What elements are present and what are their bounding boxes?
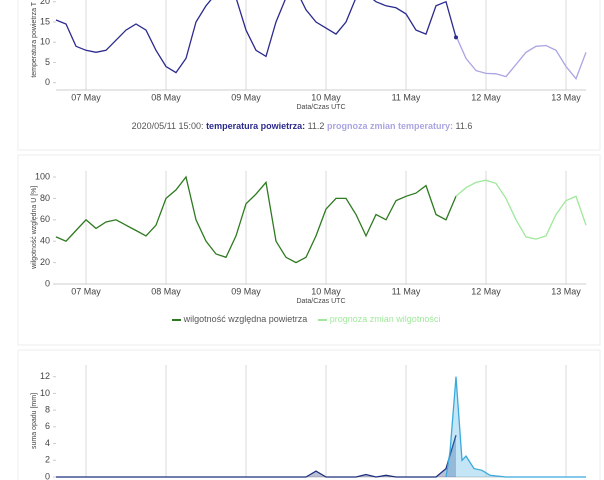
line — [55, 175, 457, 264]
y-tick-label: 60 — [40, 214, 50, 224]
x-tick-label: 12 May — [471, 92, 501, 102]
x-tick-label: 08 May — [151, 92, 181, 102]
y-tick-label: 20 — [40, 0, 50, 6]
legend: wilgotność względna powietrza prognoza z… — [0, 314, 604, 324]
line — [445, 376, 586, 478]
x-axis-label: Data/Czas UTC — [296, 104, 345, 111]
legend-value: 11.2 — [307, 121, 325, 131]
legend-entry: wilgotność względna powietrza — [183, 314, 308, 324]
y-axis-label: suma opadu [mm] — [31, 393, 38, 449]
y-tick-label: 15 — [40, 16, 50, 26]
y-tick-label: 8 — [45, 405, 50, 415]
area-fill — [56, 435, 456, 477]
legend-swatch — [171, 318, 181, 321]
line — [455, 179, 587, 240]
y-axis-label: temperatura powietrza T [°C] — [30, 0, 38, 78]
legend: 2020/05/11 15:00: temperatura powietrza1… — [0, 121, 604, 131]
y-tick-label: 0 — [45, 471, 50, 480]
area-fill — [446, 376, 586, 477]
legend-entry: prognoza zmian wilgotności — [329, 314, 441, 324]
x-tick-label: 12 May — [471, 286, 501, 296]
y-tick-label: 10 — [40, 37, 50, 47]
y-tick-label: 80 — [40, 193, 50, 203]
panel — [17, 154, 601, 346]
x-tick-label: 09 May — [231, 92, 261, 102]
hover-marker — [454, 35, 458, 40]
y-tick-label: 10 — [40, 388, 50, 398]
x-tick-label: 07 May — [71, 286, 101, 296]
legend-entry: prognoza zmian temperatury — [327, 121, 456, 131]
y-tick-label: 12 — [40, 371, 50, 381]
panel — [17, 0, 601, 151]
y-tick-label: 0 — [45, 77, 50, 87]
panel — [17, 349, 601, 480]
legend-entry: temperatura powietrza — [206, 121, 308, 131]
x-tick-label: 07 May — [71, 92, 101, 102]
legend-value: 11.6 — [455, 121, 473, 131]
y-axis-label: wilgotność względna U [%] — [31, 186, 38, 270]
x-tick-label: 13 May — [551, 286, 581, 296]
y-tick-label: 40 — [40, 236, 50, 246]
legend-time: 2020/05/11 15:00: — [131, 121, 204, 131]
y-tick-label: 5 — [45, 57, 50, 67]
y-tick-label: 2 — [45, 455, 50, 465]
line — [55, 0, 457, 74]
x-axis-label: Data/Czas UTC — [296, 298, 345, 305]
y-tick-label: 20 — [40, 257, 50, 267]
legend-swatch — [317, 318, 327, 321]
x-tick-label: 11 May — [392, 286, 421, 296]
y-tick-label: 6 — [45, 421, 50, 431]
line — [56, 435, 457, 478]
x-tick-label: 13 May — [551, 92, 581, 102]
x-tick-label: 11 May — [392, 92, 421, 102]
line — [455, 35, 587, 80]
x-tick-label: 08 May — [151, 286, 181, 296]
x-tick-label: 10 May — [311, 286, 341, 296]
x-tick-label: 09 May — [231, 286, 261, 296]
x-tick-label: 10 May — [311, 92, 341, 102]
y-tick-label: 0 — [45, 278, 50, 288]
y-tick-label: 100 — [35, 171, 50, 181]
y-tick-label: 4 — [45, 438, 50, 448]
